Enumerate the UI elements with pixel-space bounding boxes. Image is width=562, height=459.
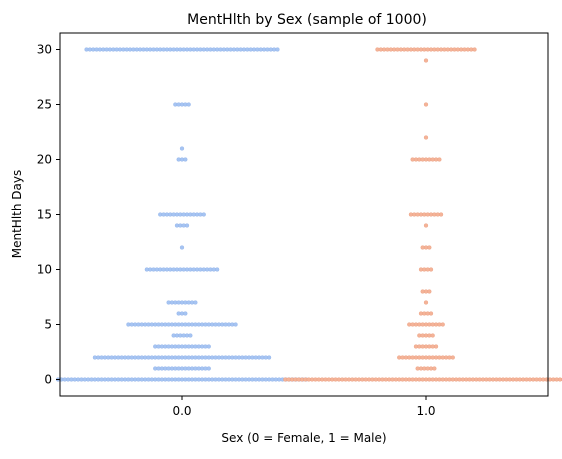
y-tick-label: 30: [37, 43, 52, 57]
data-point: [428, 267, 434, 272]
data-point: [433, 344, 439, 349]
y-tick-label: 5: [44, 318, 52, 332]
x-tick-label: 1.0: [416, 404, 435, 418]
data-point: [423, 223, 429, 228]
y-tick-label: 0: [44, 373, 52, 387]
data-point: [183, 311, 188, 316]
y-tick-label: 20: [37, 153, 52, 167]
data-point: [206, 344, 211, 349]
x-tick-label: 0.0: [172, 404, 191, 418]
y-tick-label: 10: [37, 263, 52, 277]
data-point: [437, 157, 442, 162]
y-tick-label: 25: [37, 98, 52, 112]
data-point: [423, 300, 429, 305]
y-tick-label: 15: [37, 208, 52, 222]
data-point: [267, 355, 272, 360]
data-point: [206, 366, 211, 371]
y-axis: 0 5 10 15 20 25 30: [37, 43, 60, 387]
x-axis: 0.0 1.0: [172, 396, 436, 418]
data-point: [233, 322, 238, 327]
data-point: [275, 47, 280, 52]
data-point: [183, 157, 188, 162]
data-point: [184, 223, 190, 228]
data-point: [179, 245, 185, 250]
data-point: [423, 58, 429, 63]
data-point: [472, 47, 477, 52]
data-point: [423, 102, 429, 107]
chart-title: MentHlth by Sex (sample of 1000): [187, 12, 427, 28]
data-point: [432, 366, 437, 371]
data-point: [193, 300, 198, 305]
data-point: [428, 311, 434, 316]
data-point: [427, 245, 432, 250]
data-point: [440, 322, 445, 327]
data-point: [215, 267, 220, 272]
x-axis-label: Sex (0 = Female, 1 = Male): [221, 431, 386, 445]
data-point: [450, 355, 455, 360]
data-point: [188, 333, 193, 338]
data-point: [186, 102, 191, 107]
data-point: [430, 333, 435, 338]
data-point: [201, 212, 206, 217]
data-points: [55, 47, 562, 382]
data-point: [438, 212, 444, 217]
data-point: [179, 146, 185, 151]
data-point: [423, 135, 429, 140]
data-point: [427, 289, 432, 294]
y-axis-label: MentHlth Days: [10, 170, 24, 258]
